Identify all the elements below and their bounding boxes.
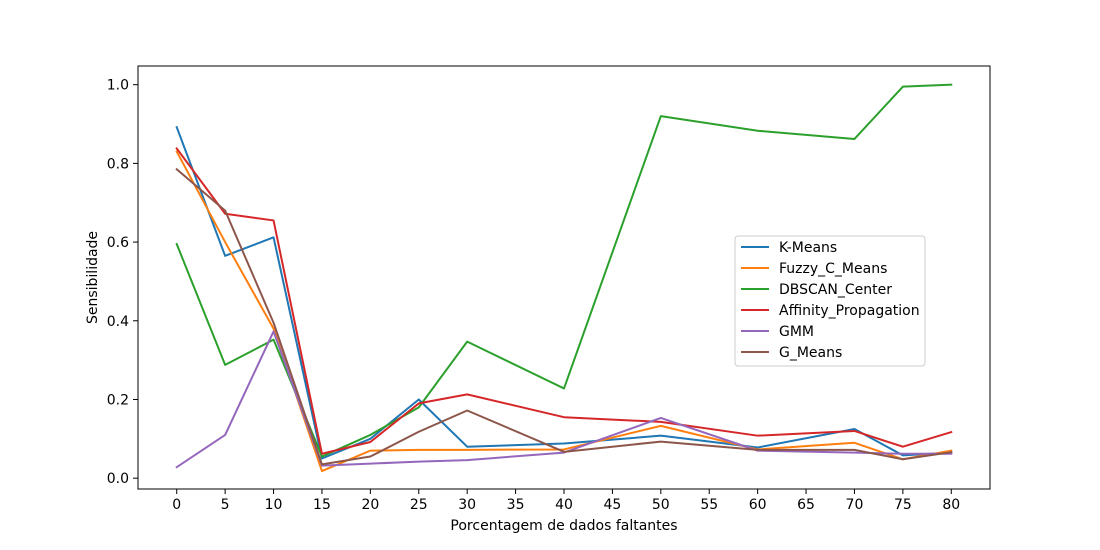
x-tick-label: 15: [313, 497, 331, 513]
x-tick-label: 40: [555, 497, 573, 513]
x-tick-label: 30: [458, 497, 476, 513]
legend-box: [734, 235, 926, 367]
x-axis-ticks: 0 5 10 15 20 25 30 35 40 45 50 55 60 65 70 75 80: [172, 489, 960, 513]
legend-label: Affinity_Propagation: [779, 303, 920, 319]
x-tick-label: 45: [603, 497, 621, 513]
plot-frame: [137, 65, 991, 490]
series-line-k-means: [175, 125, 953, 460]
legend-label: Fuzzy_C_Means: [779, 261, 887, 277]
legend: K-Means Fuzzy_C_Means DBSCAN_Center Affinit…: [734, 235, 926, 367]
y-tick-label: 0.6: [107, 235, 129, 251]
y-tick-label: 0.8: [107, 156, 129, 172]
y-tick-label: 0.4: [107, 314, 129, 330]
x-tick-label: 0: [172, 497, 181, 513]
x-axis-label: Porcentagem de dados faltantes: [450, 518, 677, 534]
x-tick-label: 75: [894, 497, 912, 513]
x-tick-label: 5: [221, 497, 230, 513]
legend-label: G_Means: [779, 345, 842, 361]
x-tick-label: 60: [749, 497, 767, 513]
y-tick-label: 0.2: [107, 392, 129, 408]
x-tick-label: 35: [507, 497, 525, 513]
x-tick-label: 25: [410, 497, 428, 513]
series-line-fuzzy-c-means: [175, 150, 953, 473]
series-line-dbscan-center: [175, 83, 953, 458]
x-tick-label: 80: [942, 497, 960, 513]
y-axis-label: Sensibilidade: [85, 231, 101, 324]
x-tick-label: 65: [797, 497, 815, 513]
series-line-gmm: [175, 330, 953, 469]
series-line-affinity-propagation: [175, 147, 953, 455]
x-tick-label: 10: [265, 497, 283, 513]
x-tick-label: 20: [361, 497, 379, 513]
x-tick-label: 70: [846, 497, 864, 513]
series-lines: [175, 83, 953, 473]
legend-label: K-Means: [779, 240, 837, 256]
legend-label: GMM: [779, 324, 814, 340]
x-tick-label: 50: [652, 497, 670, 513]
y-axis-ticks: 0.0 0.2 0.4 0.6 0.8 1.0: [107, 78, 138, 487]
x-tick-label: 55: [700, 497, 718, 513]
series-line-g-means: [175, 167, 953, 466]
y-tick-label: 0.0: [107, 471, 129, 487]
legend-label: DBSCAN_Center: [779, 282, 892, 298]
y-tick-label: 1.0: [107, 78, 129, 94]
